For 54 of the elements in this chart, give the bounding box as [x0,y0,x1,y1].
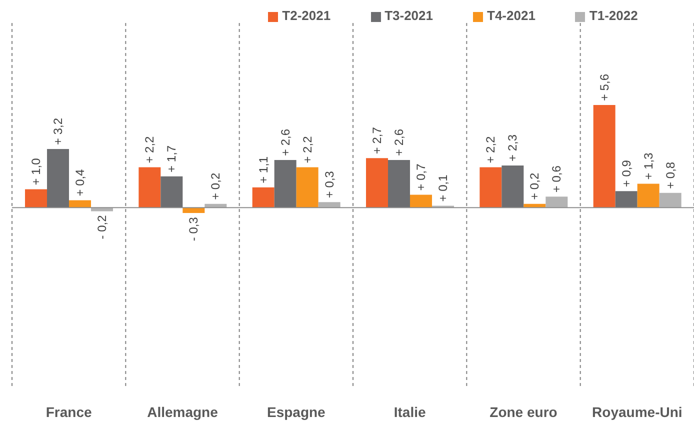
bar [659,192,682,208]
data-label: + 1,1 [256,156,270,184]
data-label: + 0,2 [528,172,542,200]
data-label: + 0,7 [414,163,428,191]
data-label: + 1,0 [29,158,43,186]
data-label: + 1,3 [641,152,656,180]
bar [502,165,524,208]
data-label: + 5,6 [597,74,612,102]
data-label: + 1,7 [164,145,179,172]
x-tick-label: France [46,404,92,420]
bar [160,176,183,208]
x-tick-label: Allemagne [147,404,218,420]
x-tick-label: Royaume-Uni [592,404,682,420]
data-label: - 0,2 [95,214,109,240]
bar [410,194,432,208]
data-label: + 2,2 [484,136,498,164]
bar [318,202,340,208]
bar [615,191,638,208]
data-label: + 0,2 [208,172,223,200]
bar [69,200,91,208]
bar [25,189,47,208]
legend-label: T2-2021 [282,8,331,23]
legend-label: T1-2022 [589,8,638,23]
bar [252,187,274,208]
bar [182,208,205,214]
data-label: + 0,8 [663,162,678,189]
x-tick-label: Italie [394,404,426,420]
data-label: + 0,4 [73,168,87,196]
data-label: + 2,6 [392,128,406,156]
data-label: + 2,2 [142,136,157,164]
data-label: + 2,3 [506,134,520,162]
data-label: + 0,3 [322,170,336,198]
x-tick-label: Espagne [266,404,326,420]
bar [366,158,388,208]
data-label: + 0,9 [619,160,634,188]
bar [546,196,568,208]
data-label: + 2,7 [370,126,384,154]
bar [47,148,69,208]
bar [296,167,318,208]
bar [480,167,502,208]
legend-label: T3-2021 [384,8,433,23]
data-label: + 2,6 [278,128,292,156]
x-tick-label: Zone euro [490,404,558,420]
bar [274,160,296,208]
bar [593,105,616,208]
data-label: + 0,1 [436,174,450,202]
bar [388,160,410,208]
legend-label: T4-2021 [487,8,536,23]
data-label: + 3,2 [51,118,65,145]
data-label: - 0,3 [186,216,201,242]
data-label: + 0,6 [550,165,564,193]
data-label: + 2,2 [300,136,314,164]
bar [637,184,660,208]
bar [138,167,161,208]
